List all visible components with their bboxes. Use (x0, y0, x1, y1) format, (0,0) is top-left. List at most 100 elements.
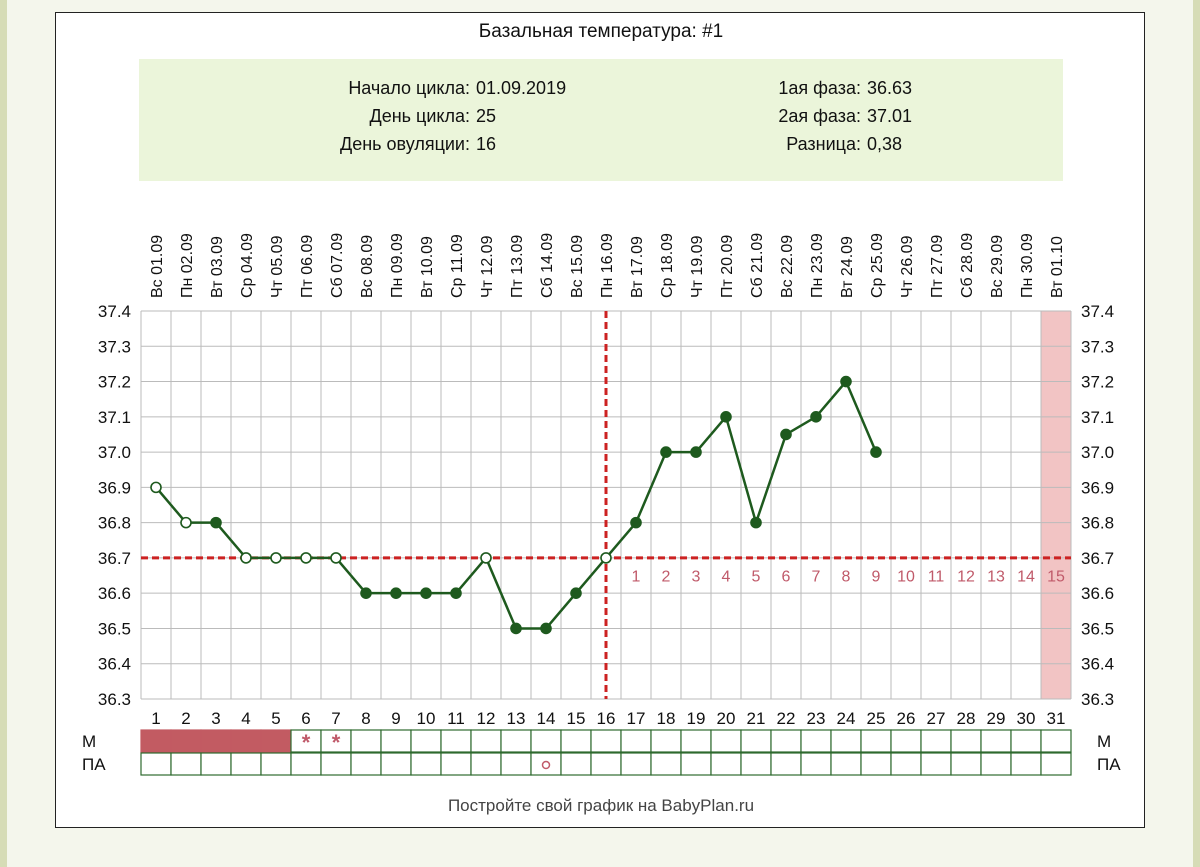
phase1-value: 36.63 (867, 78, 913, 98)
temperature-point (570, 587, 582, 599)
y-tick-label-left: 36.7 (98, 549, 131, 568)
temperature-point (360, 587, 372, 599)
date-label: Ср 11.09 (449, 234, 466, 298)
day-number-label: 24 (837, 709, 856, 728)
date-label: Сб 28.09 (959, 233, 976, 298)
bbt-chart: 37.4 37.4 37.3 37.3 37.2 37.2 37.1 37.1 37.0 37.0… (82, 233, 1121, 776)
date-label: Ср 04.09 (239, 233, 256, 298)
y-tick-label-left: 36.9 (98, 478, 131, 497)
temperature-line (155, 379, 878, 630)
y-tick-label-right: 36.5 (1081, 619, 1114, 638)
y-tick-label-right: 37.0 (1081, 443, 1114, 462)
table-cell (890, 752, 922, 776)
difference-value: 0,38 (867, 134, 903, 154)
table-cell (170, 752, 202, 776)
day-number-label: 8 (361, 709, 370, 728)
day-number-label: 3 (211, 709, 220, 728)
table-cell (740, 729, 772, 753)
table-cell (1040, 729, 1072, 753)
temperature-point (240, 552, 252, 564)
y-tick-label-left: 37.0 (98, 443, 131, 462)
table-cell (1040, 752, 1072, 776)
day-number-label: 28 (957, 709, 976, 728)
luteal-day-label: 4 (722, 569, 731, 586)
day-number-label: 30 (1017, 709, 1036, 728)
luteal-day-label: 2 (662, 569, 671, 586)
temperature-point (660, 446, 672, 458)
table-cell (1010, 729, 1042, 753)
phase2-label: 2ая фаза: (778, 106, 861, 126)
date-label: Пт 20.09 (719, 235, 736, 298)
date-label: Вс 22.09 (779, 235, 796, 298)
y-tick-label-right: 37.1 (1081, 408, 1114, 427)
day-number-label: 14 (537, 709, 556, 728)
date-label: Ср 25.09 (869, 233, 886, 298)
luteal-day-label: 3 (692, 569, 701, 586)
temperature-point (690, 446, 702, 458)
luteal-day-label: 11 (928, 569, 945, 586)
day-number-label: 25 (867, 709, 886, 728)
temperature-point (390, 587, 402, 599)
date-label: Чт 05.09 (269, 235, 286, 298)
date-label: Вт 10.09 (419, 236, 436, 298)
y-tick-label-left: 37.1 (98, 408, 131, 427)
day-number-label: 21 (747, 709, 766, 728)
ovulation-day-value: 16 (476, 134, 497, 154)
temperature-point (300, 552, 312, 564)
day-number-label: 26 (897, 709, 916, 728)
temperature-point (330, 552, 342, 564)
table-cell (200, 729, 232, 753)
y-tick-label-left: 36.6 (98, 584, 131, 603)
date-label: Вт 01.10 (1049, 236, 1066, 298)
table-cell (470, 729, 502, 753)
table-cell (320, 752, 352, 776)
table-cell (380, 752, 412, 776)
table-row-label-right: ПА (1097, 755, 1121, 774)
date-label: Чт 19.09 (689, 235, 706, 298)
table-mark-circle (541, 760, 551, 770)
table-cell (860, 729, 892, 753)
y-tick-label-left: 36.5 (98, 619, 131, 638)
day-number-label: 18 (657, 709, 676, 728)
day-number-label: 29 (987, 709, 1006, 728)
table-cell (920, 729, 952, 753)
day-number-label: 11 (447, 709, 465, 728)
footer-text: Постройте свой график на BabyPlan.ru (447, 796, 755, 815)
luteal-day-label: 14 (1017, 569, 1035, 586)
date-label: Вт 03.09 (209, 236, 226, 298)
y-tick-label-left: 36.8 (98, 514, 131, 533)
y-tick-label-left: 36.4 (98, 655, 131, 674)
y-tick-label-right: 37.4 (1081, 302, 1114, 321)
cycle-day-label: День цикла: (369, 106, 470, 126)
table-row-label-left: М (82, 732, 96, 751)
luteal-day-label: 1 (632, 569, 641, 586)
temperature-point (150, 481, 162, 494)
temperature-point (870, 446, 882, 458)
table-cell (740, 752, 772, 776)
date-label: Сб 21.09 (749, 233, 766, 298)
table-cell (620, 752, 652, 776)
table-cell (380, 729, 412, 753)
day-number-label: 22 (777, 709, 796, 728)
date-label: Пт 13.09 (509, 235, 526, 298)
highlight-day-column (1041, 311, 1071, 699)
table-cell (230, 752, 262, 776)
date-label: Пн 02.09 (179, 233, 196, 298)
table-cell (650, 752, 682, 776)
y-tick-label-right: 37.2 (1081, 373, 1114, 392)
table-cell (710, 729, 742, 753)
table-cell (950, 729, 982, 753)
luteal-day-label: 6 (782, 569, 791, 586)
table-cell (440, 729, 472, 753)
date-label: Пн 09.09 (389, 233, 406, 298)
table-cell (680, 729, 712, 753)
y-tick-label-right: 37.3 (1081, 337, 1114, 356)
y-tick-label-left: 37.4 (98, 302, 131, 321)
table-cell (800, 752, 832, 776)
temperature-point (270, 552, 282, 564)
luteal-day-label: 9 (872, 569, 881, 586)
table-cell (830, 752, 862, 776)
temperature-point (600, 552, 612, 564)
table-cell (590, 729, 622, 753)
table-cell (200, 752, 232, 776)
